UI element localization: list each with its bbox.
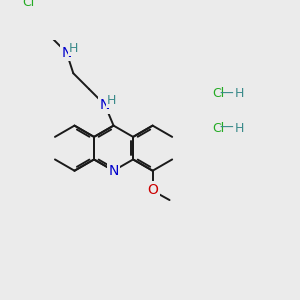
Text: Cl: Cl (212, 87, 225, 100)
Text: H: H (69, 42, 78, 55)
Text: —: — (220, 86, 233, 100)
Text: N: N (100, 98, 110, 112)
Text: O: O (147, 183, 158, 197)
Text: N: N (108, 164, 119, 178)
Text: —: — (220, 121, 233, 135)
Text: N: N (61, 46, 72, 59)
Text: H: H (107, 94, 116, 107)
Text: H: H (235, 122, 244, 135)
Text: H: H (235, 87, 244, 100)
Text: Cl: Cl (212, 122, 225, 135)
Text: Cl: Cl (22, 0, 34, 9)
